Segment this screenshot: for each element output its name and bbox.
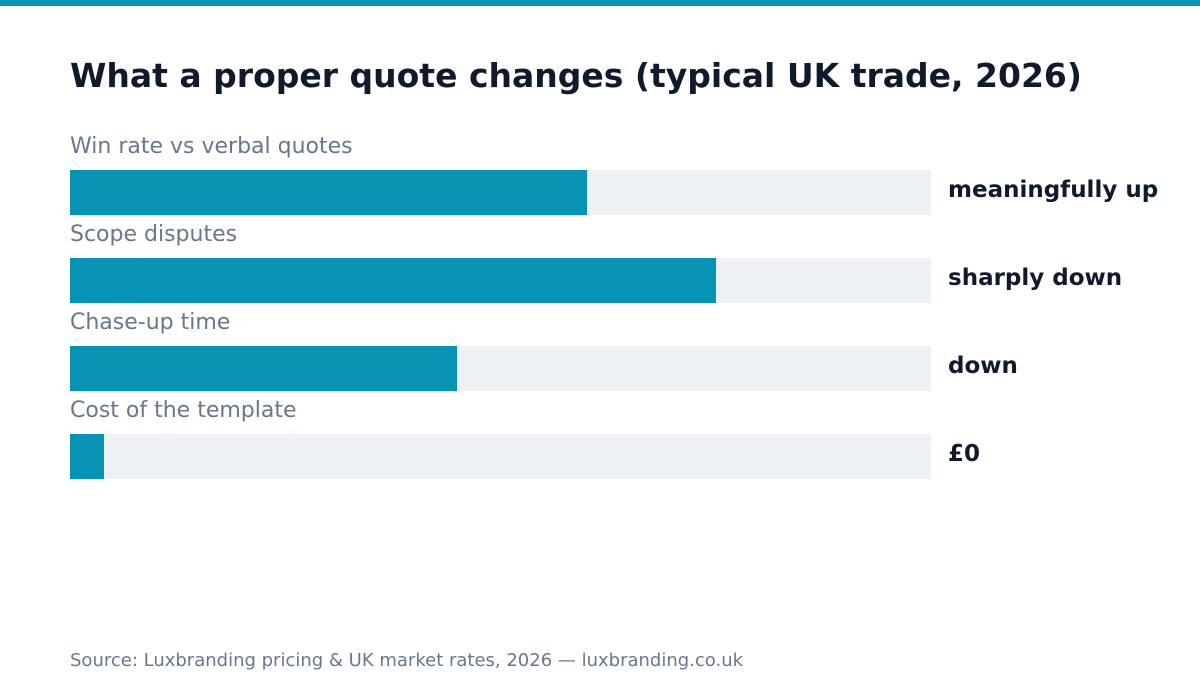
bar-track — [70, 346, 931, 391]
bar-label: Win rate vs verbal quotes — [70, 134, 353, 159]
bar-label: Scope disputes — [70, 222, 238, 247]
top-accent-stripe — [0, 0, 1200, 6]
bar-row: Cost of the template £0 — [70, 398, 1170, 486]
bar-chart: Win rate vs verbal quotes meaningfully u… — [70, 134, 1170, 486]
bar-fill — [70, 258, 716, 303]
bar-fill — [70, 346, 457, 391]
bar-label: Cost of the template — [70, 398, 297, 423]
chart-title: What a proper quote changes (typical UK … — [70, 56, 1082, 95]
bar-track — [70, 170, 931, 215]
bar-value-label: £0 — [948, 441, 981, 467]
source-note: Source: Luxbranding pricing & UK market … — [70, 650, 744, 671]
bar-value-label: sharply down — [948, 265, 1123, 291]
bar-row: Chase-up time down — [70, 310, 1170, 398]
bar-fill — [70, 170, 587, 215]
bar-row: Scope disputes sharply down — [70, 222, 1170, 310]
bar-value-label: meaningfully up — [948, 177, 1159, 203]
bar-label: Chase-up time — [70, 310, 231, 335]
bar-row: Win rate vs verbal quotes meaningfully u… — [70, 134, 1170, 222]
bar-track — [70, 258, 931, 303]
bar-value-label: down — [948, 353, 1018, 379]
bar-fill — [70, 434, 104, 479]
bar-track — [70, 434, 931, 479]
